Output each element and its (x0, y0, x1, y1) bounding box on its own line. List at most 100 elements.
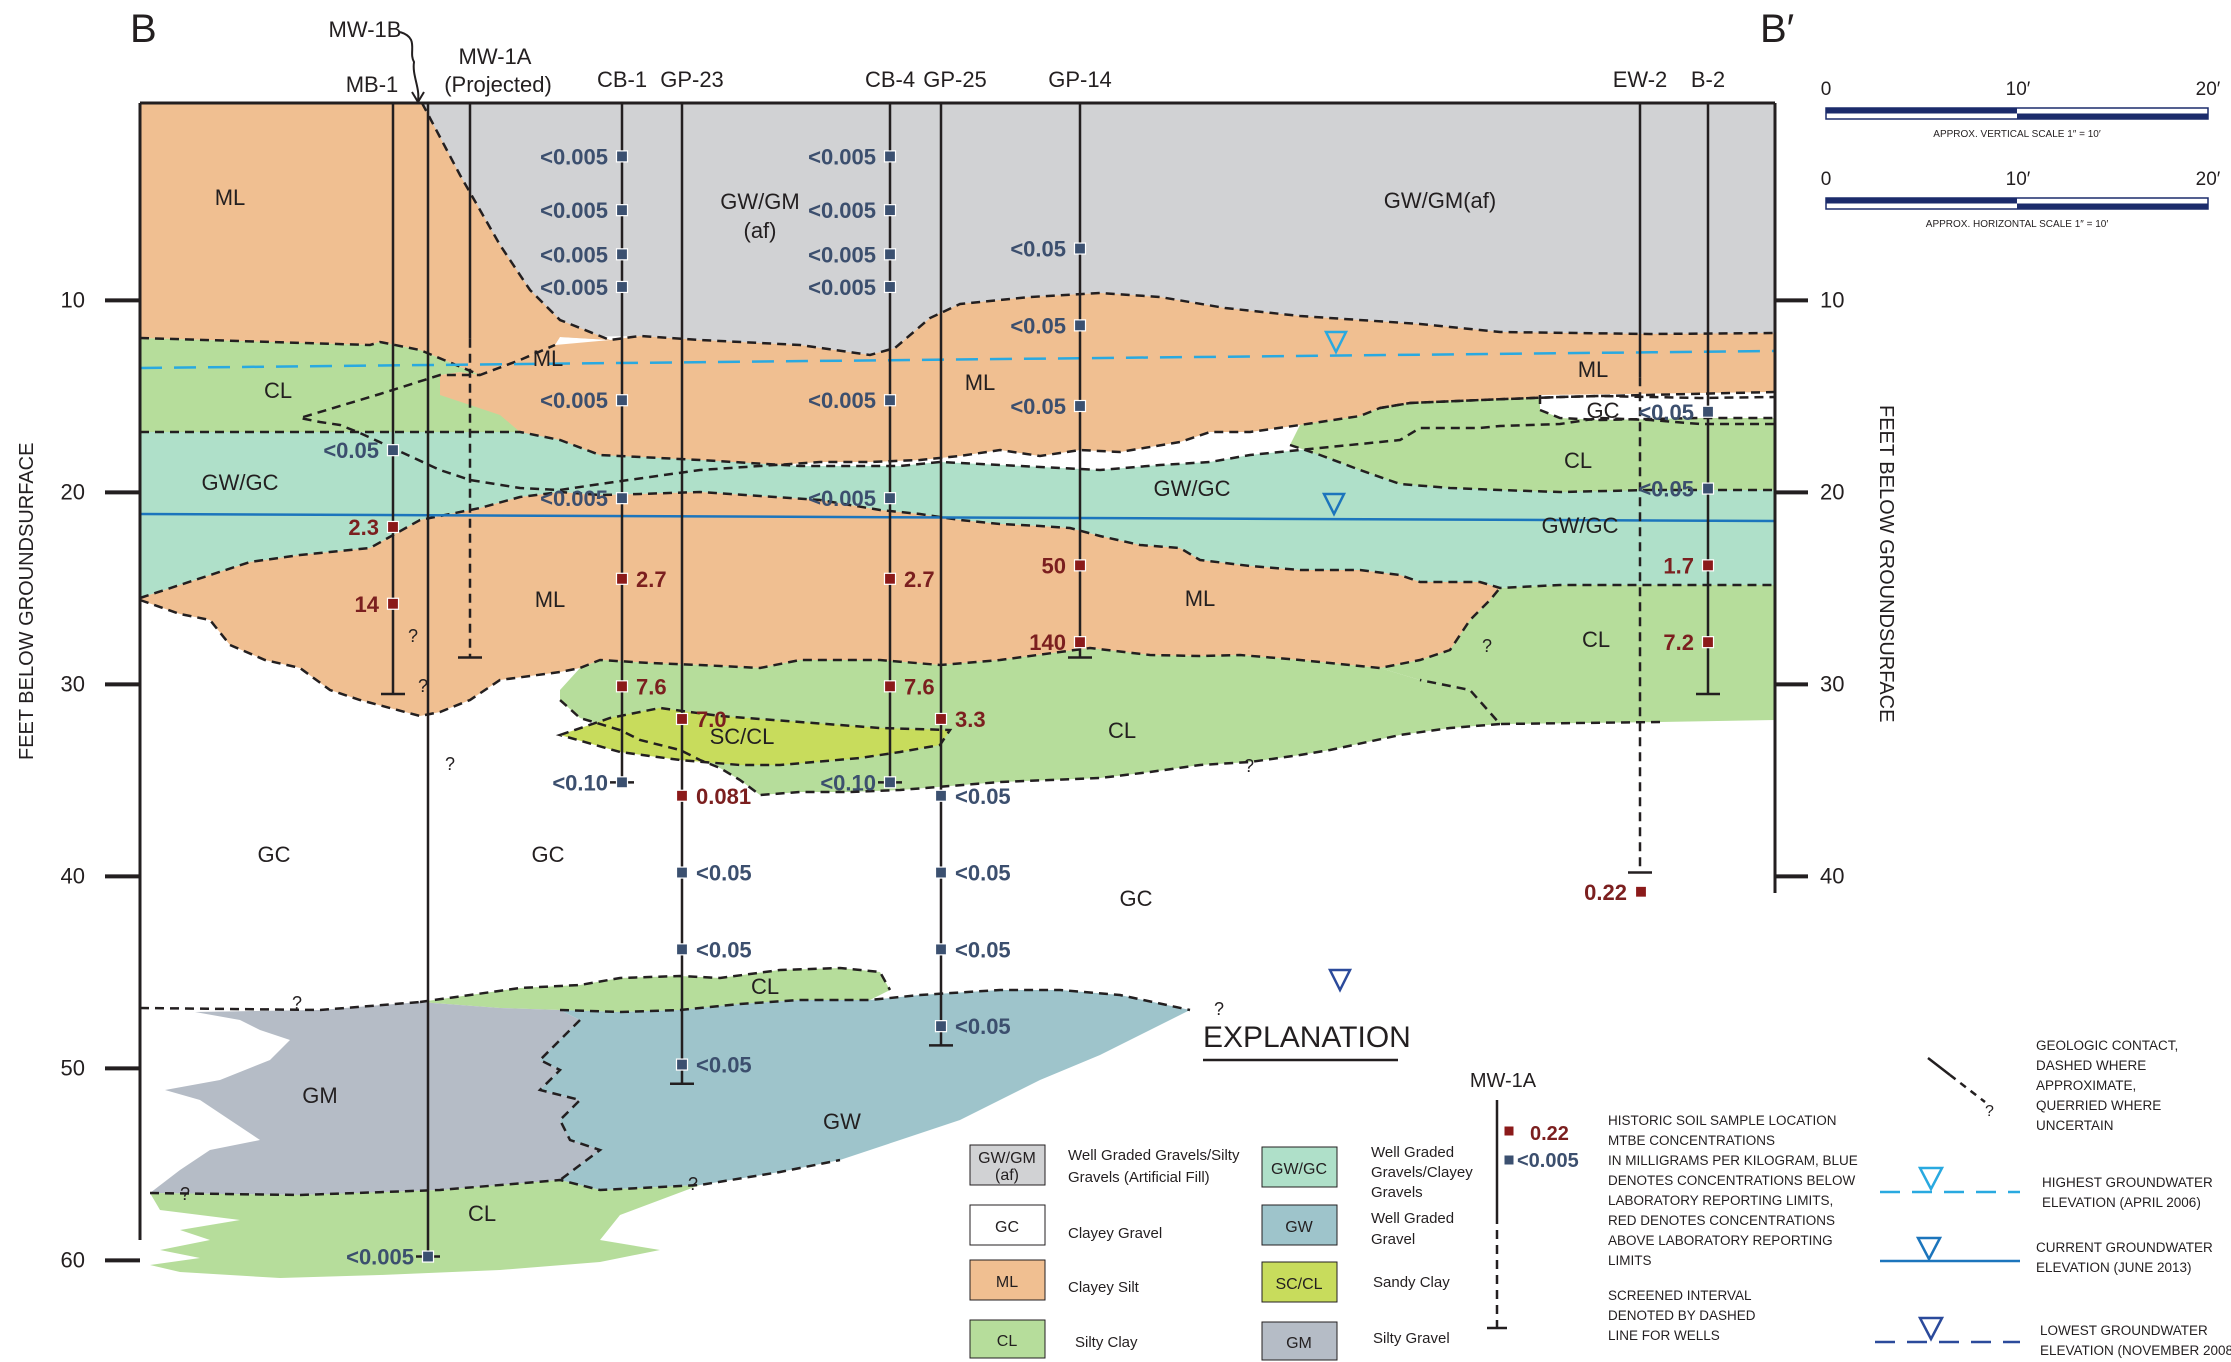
sample-marker (615, 204, 629, 217)
svg-text:(af): (af) (995, 1167, 1019, 1184)
sample-value: <0.05 (1010, 237, 1066, 262)
sample-marker (883, 394, 897, 407)
sample-marker (934, 866, 948, 879)
svg-text:APPROX. VERTICAL SCALE 1″ = 10: APPROX. VERTICAL SCALE 1″ = 10′ (1933, 129, 2101, 140)
depth-tick-label: 40 (61, 863, 85, 888)
well-label-gp23: GP-23 (660, 67, 724, 92)
unit-label-gm: GM (302, 1083, 337, 1108)
unit-label-sccl: SC/CL (710, 724, 775, 749)
svg-text:GW/GC: GW/GC (1271, 1161, 1327, 1178)
sample-marker (1701, 559, 1715, 572)
svg-text:QUERRIED WHERE: QUERRIED WHERE (2036, 1098, 2161, 1113)
svg-text:ELEVATION (JUNE 2013): ELEVATION (JUNE 2013) (2036, 1260, 2192, 1275)
svg-text:Well Graded Gravels/Silty: Well Graded Gravels/Silty (1068, 1147, 1240, 1164)
svg-text:APPROXIMATE,: APPROXIMATE, (2036, 1078, 2136, 1093)
svg-text:0: 0 (1821, 79, 1832, 100)
legend-swatch-cl: CL Silty Clay (969, 1319, 1138, 1359)
well-label-ew2: EW-2 (1613, 67, 1668, 92)
sample-marker (1073, 559, 1087, 572)
sample-value: <0.05 (1010, 394, 1066, 419)
lowest-gw-marker (1327, 968, 1353, 993)
svg-text:0.22: 0.22 (1530, 1123, 1569, 1145)
depth-tick-label: 50 (61, 1055, 85, 1080)
svg-text:HISTORIC SOIL SAMPLE LOCATION: HISTORIC SOIL SAMPLE LOCATION (1608, 1113, 1837, 1128)
svg-text:SCREENED INTERVAL: SCREENED INTERVAL (1608, 1288, 1752, 1303)
geologic-units (140, 103, 1775, 1278)
unit-label-gwgm-af: GW/GM(af) (1384, 188, 1496, 213)
unit-label-gc: GC (532, 842, 565, 867)
sample-value: 7.6 (636, 674, 667, 699)
legend-swatch-gw: GW Well Graded Gravel (1261, 1204, 1454, 1248)
sample-value: 1.7 (1663, 553, 1694, 578)
sample-marker (883, 680, 897, 693)
sample-marker (386, 444, 400, 457)
mw1b-leader-arrow (399, 31, 420, 101)
section-end-label: B′ (1760, 7, 1794, 51)
explanation-legend: EXPLANATION GW/GM (af) Well Graded Grave… (969, 1021, 2231, 1361)
depth-tick-label: 20 (61, 479, 85, 504)
sample-marker (675, 943, 689, 956)
svg-text:?: ? (1985, 1103, 1994, 1120)
sample-value: <0.005 (808, 242, 876, 267)
svg-text:?: ? (1482, 636, 1492, 656)
svg-text:Well Graded: Well Graded (1371, 1210, 1454, 1227)
legend-swatch-sccl: SC/CL Sandy Clay (1261, 1261, 1450, 1303)
unit-label-ml: ML (1185, 586, 1216, 611)
depth-tick-label: 10 (61, 287, 85, 312)
sample-value: 7.0 (696, 707, 727, 732)
sample-value: <0.005 (540, 388, 608, 413)
depth-axes: 10 10 20 20 30 30 40 40 50 60 (61, 287, 1845, 1272)
svg-text:DENOTES CONCENTRATIONS BELOW: DENOTES CONCENTRATIONS BELOW (1608, 1173, 1856, 1188)
sample-marker (421, 1250, 435, 1263)
svg-text:?: ? (180, 1184, 190, 1204)
unit-ml-upper-band (300, 293, 1775, 490)
legend-contact-symbol: ? GEOLOGIC CONTACT, DASHED WHERE APPROXI… (1927, 1038, 2178, 1133)
legend-swatch-gwgc: GW/GC Well Graded Gravels/Clayey Gravels (1261, 1144, 1473, 1201)
svg-text:IN MILLIGRAMS PER KILOGRAM, BL: IN MILLIGRAMS PER KILOGRAM, BLUE (1608, 1153, 1858, 1168)
borings (381, 103, 1720, 1258)
sample-marker (1634, 885, 1648, 898)
sample-marker (675, 866, 689, 879)
contact-cl-lens-top (419, 966, 892, 1004)
svg-text:?: ? (688, 1174, 698, 1194)
svg-text:GW/GM: GW/GM (978, 1150, 1036, 1167)
well-label-gp25: GP-25 (923, 67, 987, 92)
svg-text:20′: 20′ (2196, 169, 2221, 190)
svg-text:?: ? (1244, 756, 1254, 776)
sample-marker (934, 712, 948, 726)
unit-label-gwgm-af: (af) (744, 218, 777, 243)
section-start-label: B (130, 7, 157, 51)
unit-label-ml: ML (965, 370, 996, 395)
well-label-cb4: CB-4 (865, 67, 915, 92)
geologic-contacts (139, 102, 1776, 1197)
sample-marker (1701, 405, 1715, 418)
well-label-mb1: MB-1 (346, 72, 399, 97)
contact-fill-base (420, 102, 1776, 357)
unit-gm (150, 1002, 600, 1195)
soil-samples: <0.005 <0.005 <0.005 <0.005 <0.005 <0.005 2.7 7… (323, 144, 1715, 1270)
sample-value: <0.005 (808, 486, 876, 511)
sample-value: <0.05 (1638, 477, 1694, 502)
svg-text:Clayey Gravel: Clayey Gravel (1068, 1225, 1162, 1242)
sample-value: <0.005 (540, 198, 608, 223)
contact-cl-right-top (1379, 394, 1776, 410)
contact-ml-lower-base (139, 587, 1501, 718)
sample-value: <0.005 (540, 144, 608, 169)
legend-swatch-ml: ML Clayey Silt (969, 1259, 1140, 1301)
svg-text:Gravels (Artificial Fill): Gravels (Artificial Fill) (1068, 1169, 1210, 1186)
svg-text:LINE FOR WELLS: LINE FOR WELLS (1608, 1328, 1720, 1343)
sample-value: <0.005 (808, 388, 876, 413)
contact-cl-middle-base (559, 699, 1501, 797)
contact-cl-top-left (139, 336, 556, 377)
well-label-mw1b: MW-1B (329, 17, 402, 42)
depth-tick-label: 20 (1820, 479, 1844, 504)
svg-text:Clayey Silt: Clayey Silt (1068, 1279, 1140, 1296)
sample-marker (883, 572, 897, 585)
unit-label-ml: ML (533, 346, 564, 371)
sample-marker (883, 150, 897, 163)
sample-marker (1073, 242, 1087, 255)
sample-marker (883, 280, 897, 294)
svg-text:CL: CL (997, 1333, 1018, 1350)
depth-axis-title-left: FEET BELOW GROUNDSURFACE (16, 443, 38, 760)
